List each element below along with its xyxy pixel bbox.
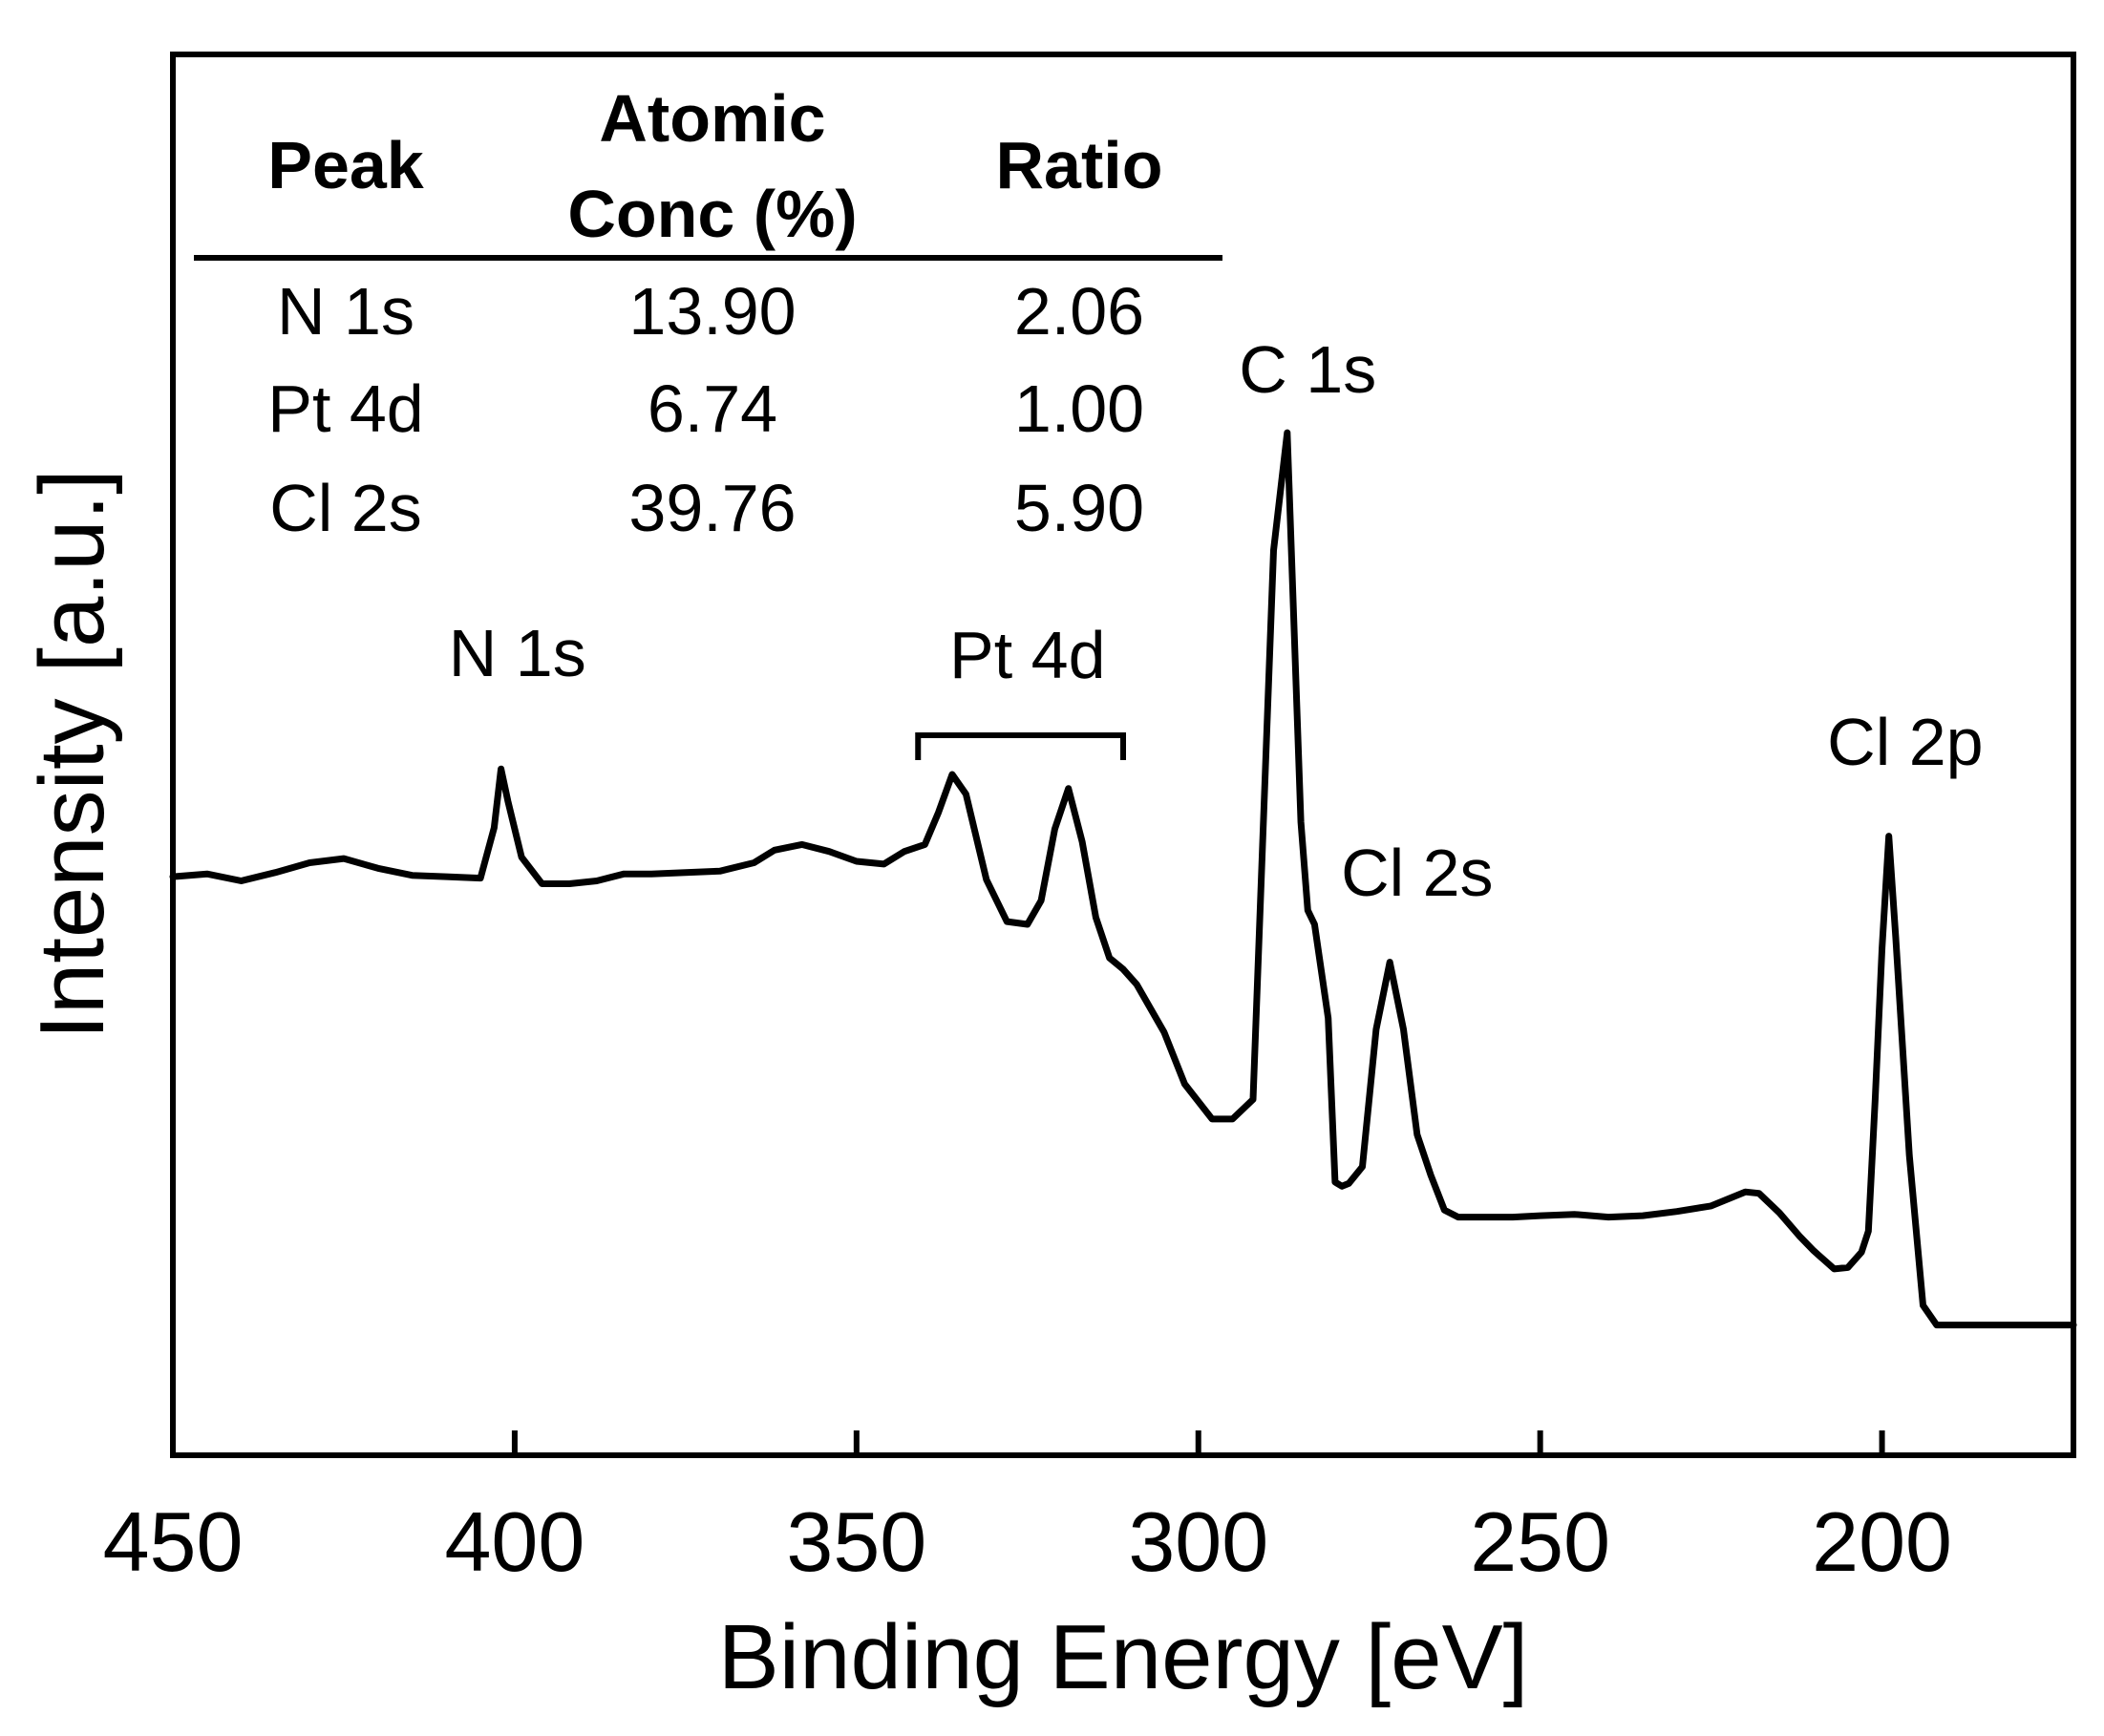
- peak-annotations: N 1s Pt 4d C 1s Cl 2s Cl 2p: [449, 332, 1984, 910]
- x-axis-title: Binding Energy [eV]: [718, 1606, 1529, 1708]
- x-tick-label: 450: [103, 1494, 244, 1589]
- table-cell: 5.90: [1014, 471, 1144, 545]
- table-header: Atomic: [599, 81, 825, 156]
- table-cell: 13.90: [628, 274, 796, 349]
- spectrum-series: [169, 429, 2077, 1329]
- peak-label: C 1s: [1239, 332, 1376, 407]
- inset-table: Peak Atomic Conc (%) Ratio N 1s 13.90 2.06 Pt 4…: [194, 81, 1222, 545]
- x-tick-label: 200: [1812, 1494, 1952, 1589]
- peak-label: Pt 4d: [949, 618, 1105, 692]
- table-cell: Cl 2s: [269, 471, 421, 545]
- table-header: Ratio: [996, 128, 1163, 202]
- pt-4d-bracket: [915, 732, 1126, 760]
- table-cell: 39.76: [628, 471, 796, 545]
- peak-label: Cl 2s: [1341, 836, 1493, 910]
- x-tick-label: 300: [1128, 1494, 1268, 1589]
- y-axis-title: Intensity [a.u.]: [21, 469, 123, 1040]
- table-cell: 1.00: [1014, 371, 1144, 446]
- peak-label: N 1s: [449, 616, 586, 690]
- x-tick-label: 400: [444, 1494, 584, 1589]
- x-axis-ticks: 450 400 350 300 250 200: [103, 1430, 1952, 1589]
- table-cell: 6.74: [648, 371, 777, 446]
- table-header: Peak: [267, 128, 424, 202]
- table-cell: Pt 4d: [267, 371, 423, 446]
- x-tick-label: 350: [786, 1494, 926, 1589]
- x-tick-label: 250: [1470, 1494, 1610, 1589]
- table-cell: 2.06: [1014, 274, 1144, 349]
- table-cell: N 1s: [277, 274, 414, 349]
- series-line: [169, 429, 2077, 1329]
- table-header: Conc (%): [567, 177, 857, 251]
- plot-frame: [170, 52, 2076, 1458]
- peak-label: Cl 2p: [1827, 705, 1983, 779]
